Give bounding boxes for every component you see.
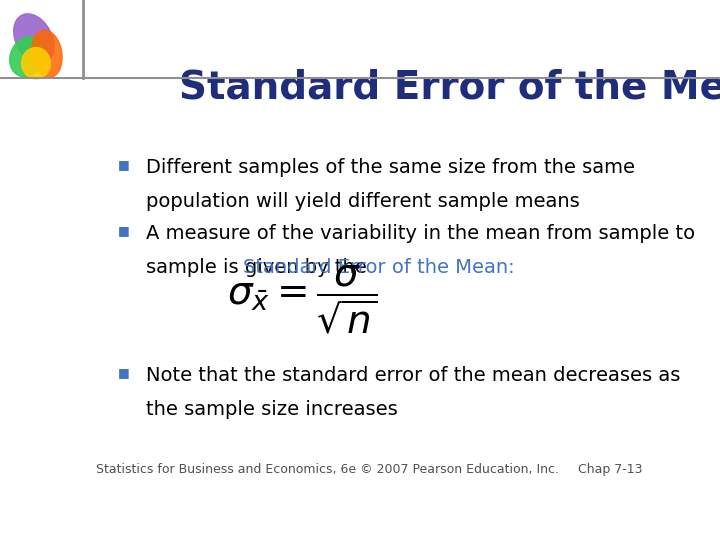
Text: Different samples of the same size from the same: Different samples of the same size from … [145,158,635,177]
Text: sample is given by the: sample is given by the [145,258,373,276]
Text: Note that the standard error of the mean decreases as: Note that the standard error of the mean… [145,366,680,385]
Text: ■: ■ [118,158,130,171]
Text: Statistics for Business and Economics, 6e © 2007 Pearson Education, Inc.: Statistics for Business and Economics, 6… [96,463,559,476]
Text: $\sigma_{\bar{x}} = \dfrac{\sigma}{\sqrt{n}}$: $\sigma_{\bar{x}} = \dfrac{\sigma}{\sqrt… [227,264,378,336]
Text: Chap 7-13: Chap 7-13 [578,463,642,476]
Text: Standard Error of the Mean:: Standard Error of the Mean: [243,258,515,276]
Text: the sample size increases: the sample size increases [145,400,397,420]
Text: ■: ■ [118,224,130,237]
Text: ■: ■ [118,366,130,379]
Text: Standard Error of the Mean: Standard Error of the Mean [179,69,720,107]
Text: A measure of the variability in the mean from sample to: A measure of the variability in the mean… [145,224,695,242]
Text: population will yield different sample means: population will yield different sample m… [145,192,580,212]
